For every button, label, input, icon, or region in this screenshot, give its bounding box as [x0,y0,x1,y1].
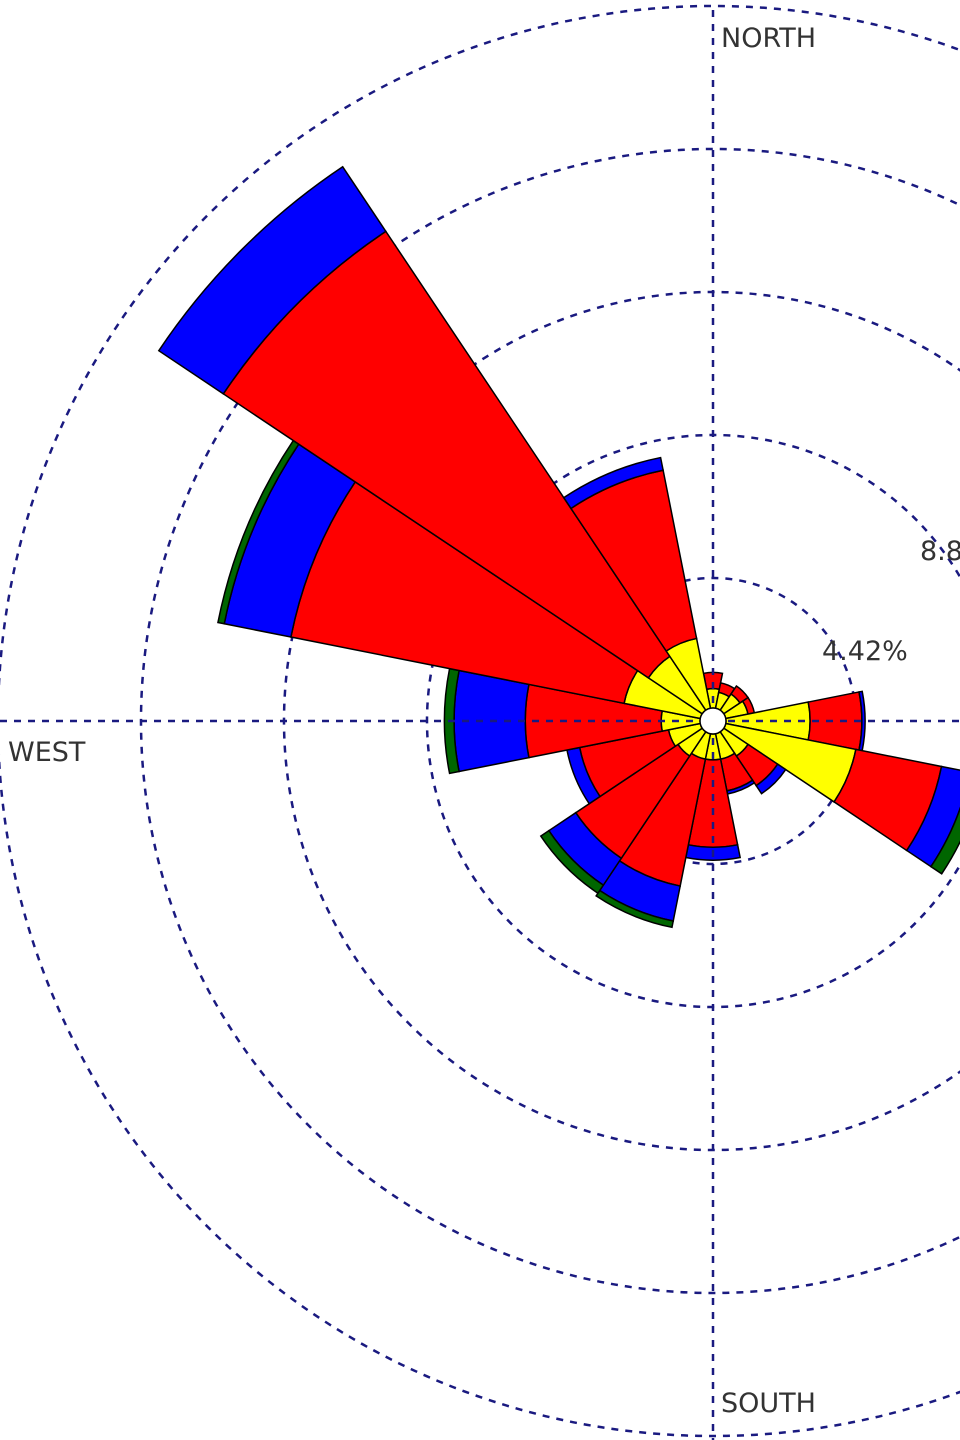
sector-9-band-4 [595,889,675,929]
grid-ring-5 [0,4,960,1438]
sector-5-band-4 [929,806,960,875]
north-label: NORTH [721,23,816,54]
sector-6-band-3 [755,763,787,795]
labels: NORTH WEST SOUTH 4.42% 8.8 [8,23,960,1419]
west-label: WEST [8,737,86,768]
sector-14-band-3 [157,165,387,395]
sector-10-band-4 [539,829,605,895]
ring-label-1: 4.42% [822,636,908,667]
south-label: SOUTH [721,1388,816,1419]
sector-0-band-2 [702,671,724,691]
ring-label-2: 8.8 [920,536,960,567]
center-hub [699,707,727,735]
sector-15-band-3 [562,456,665,510]
wind-sectors [157,165,960,929]
